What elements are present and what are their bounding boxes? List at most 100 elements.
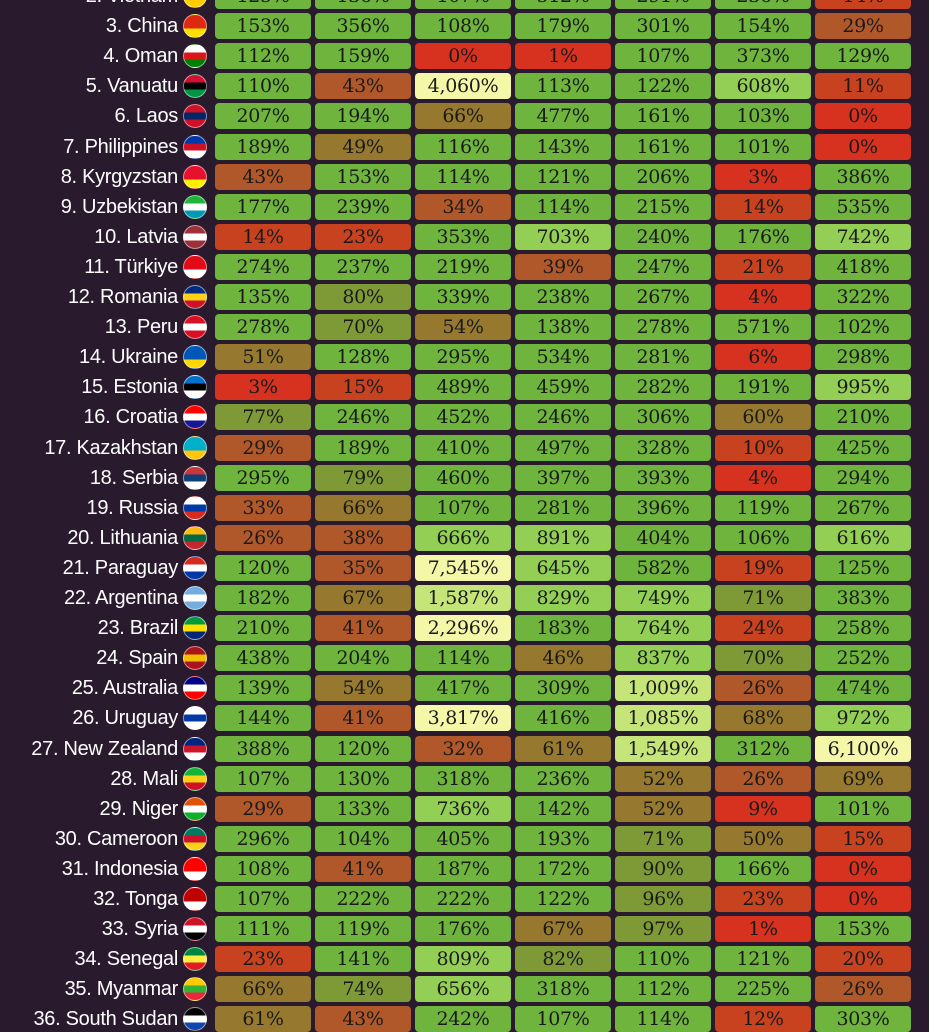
heatmap-cell: 107% [615, 43, 711, 69]
table-row: 6. Laos 207% 194% 66% 477% 161% 103% 0% [0, 103, 929, 129]
heatmap-cell: 3,817% [415, 705, 511, 731]
heatmap-cell: 110% [215, 73, 311, 99]
heatmap-cell: 11% [815, 73, 911, 99]
flag-icon [183, 556, 207, 580]
heatmap-cell: 67% [515, 916, 611, 942]
flag-icon [183, 646, 207, 670]
table-row: 28. Mali 107% 130% 318% 236% 52% 26% 69% [0, 766, 929, 792]
heatmap-cell: 41% [315, 705, 411, 731]
heatmap-cell: 1,549% [615, 736, 711, 762]
flag-icon [183, 586, 207, 610]
heatmap-cell: 425% [815, 435, 911, 461]
table-row: 35. Myanmar 66% 74% 656% 318% 112% 225% 26% [0, 976, 929, 1002]
heatmap-cell: 191% [715, 374, 811, 400]
country-label: 33. Syria [101, 918, 179, 940]
heatmap-cell: 15% [815, 826, 911, 852]
heatmap-cell: 51% [215, 344, 311, 370]
heatmap-cell: 101% [815, 796, 911, 822]
heatmap-cell: 291% [615, 0, 711, 9]
heatmap-cell: 417% [415, 675, 511, 701]
heatmap-cell: 571% [715, 314, 811, 340]
heatmap-cell: 405% [415, 826, 511, 852]
heatmap-cell: 1% [515, 43, 611, 69]
heatmap-cell: 187% [415, 856, 511, 882]
heatmap-cell: 3% [215, 374, 311, 400]
heatmap-cell: 301% [615, 13, 711, 39]
heatmap-cell: 70% [715, 645, 811, 671]
heatmap-cell: 749% [615, 585, 711, 611]
flag-icon [183, 947, 207, 971]
heatmap-cell: 222% [415, 886, 511, 912]
flag-icon [183, 0, 207, 8]
heatmap-cell: 125% [815, 555, 911, 581]
flag-icon [183, 496, 207, 520]
heatmap-cell: 397% [515, 465, 611, 491]
heatmap-cell: 67% [315, 585, 411, 611]
heatmap-cell: 489% [415, 374, 511, 400]
heatmap-cell: 119% [715, 495, 811, 521]
heatmap-cell: 61% [515, 736, 611, 762]
heatmap-cell: 318% [515, 976, 611, 1002]
heatmap-cell: 108% [215, 856, 311, 882]
heatmap-cell: 15% [315, 374, 411, 400]
heatmap-cell: 267% [615, 284, 711, 310]
heatmap-cell: 281% [615, 344, 711, 370]
flag-icon [183, 676, 207, 700]
heatmap-cell: 79% [315, 465, 411, 491]
table-row: 32. Tonga 107% 222% 222% 122% 96% 23% 0% [0, 886, 929, 912]
table-row: 33. Syria 111% 119% 176% 67% 97% 1% 153% [0, 916, 929, 942]
heatmap-cell: 122% [615, 73, 711, 99]
table-row: 30. Cameroon 296% 104% 405% 193% 71% 50% 15% [0, 826, 929, 852]
table-row: 2. Vietnam 125% 136% 107% 512% 291% 236% 14% [0, 0, 929, 9]
country-label: 8. Kyrgyzstan [60, 166, 179, 188]
heatmap-cell: 742% [815, 224, 911, 250]
heatmap-cell: 246% [515, 404, 611, 430]
heatmap-cell: 12% [715, 1006, 811, 1032]
flag-icon [183, 345, 207, 369]
table-row: 4. Oman 112% 159% 0% 1% 107% 373% 129% [0, 43, 929, 69]
heatmap-cell: 764% [615, 615, 711, 641]
heatmap-cell: 26% [215, 525, 311, 551]
flag-icon [183, 797, 207, 821]
table-row: 24. Spain 438% 204% 114% 46% 837% 70% 252% [0, 645, 929, 671]
heatmap-cell: 153% [315, 164, 411, 190]
table-row: 29. Niger 29% 133% 736% 142% 52% 9% 101% [0, 796, 929, 822]
country-label: 23. Brazil [97, 617, 179, 639]
heatmap-cell: 26% [815, 976, 911, 1002]
heatmap-cell: 141% [315, 946, 411, 972]
heatmap-cell: 282% [615, 374, 711, 400]
heatmap-cell: 356% [315, 13, 411, 39]
heatmap-cell: 77% [215, 404, 311, 430]
heatmap-cell: 14% [715, 194, 811, 220]
heatmap-cell: 107% [215, 766, 311, 792]
heatmap-cell: 258% [815, 615, 911, 641]
flag-icon [183, 526, 207, 550]
heatmap-cell: 182% [215, 585, 311, 611]
heatmap-cell: 4% [715, 465, 811, 491]
heatmap-cell: 41% [315, 856, 411, 882]
heatmap-cell: 26% [715, 766, 811, 792]
table-row: 8. Kyrgyzstan 43% 153% 114% 121% 206% 3% 386% [0, 164, 929, 190]
country-label: 15. Estonia [81, 376, 178, 398]
country-label: 20. Lithuania [67, 527, 178, 549]
country-label: 13. Peru [104, 316, 179, 338]
heatmap-cell: 322% [815, 284, 911, 310]
heatmap-cell: 159% [315, 43, 411, 69]
flag-icon [183, 14, 207, 38]
flag-icon [183, 405, 207, 429]
country-label: 19. Russia [86, 497, 179, 519]
flag-icon [183, 887, 207, 911]
heatmap-cell: 119% [315, 916, 411, 942]
heatmap-cell: 534% [515, 344, 611, 370]
heatmap-cell: 34% [415, 194, 511, 220]
country-label: 31. Indonesia [61, 858, 179, 880]
heatmap-cell: 66% [215, 976, 311, 1002]
heatmap-cell: 512% [515, 0, 611, 9]
heatmap-cell: 183% [515, 615, 611, 641]
country-label: 16. Croatia [83, 406, 178, 428]
heatmap-cell: 74% [315, 976, 411, 1002]
heatmap-cell: 112% [615, 976, 711, 1002]
flag-icon [183, 616, 207, 640]
table-row: 16. Croatia 77% 246% 452% 246% 306% 60% 210% [0, 404, 929, 430]
